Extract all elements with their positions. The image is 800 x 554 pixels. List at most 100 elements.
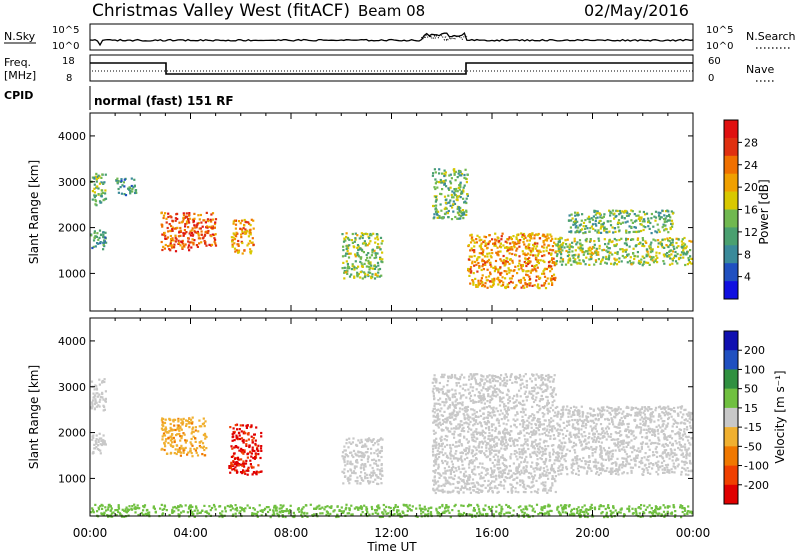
vel-echo-cell [466, 456, 469, 459]
power-echo-cell [187, 219, 190, 223]
power-echo-cell [576, 211, 579, 214]
power-echo-cell [508, 277, 512, 280]
vel-echo-cell [443, 484, 446, 487]
power-echo-region-0 [90, 229, 108, 251]
vel-echo-cell [443, 467, 446, 470]
power-echo-cell [436, 216, 439, 219]
power-echo-cell [555, 244, 558, 247]
vel-echo-cell [547, 376, 550, 379]
power-echo-cell [525, 247, 528, 250]
vel-echo-cell [248, 444, 251, 447]
vel-echo-cell [454, 392, 457, 395]
vel-echo-cell [540, 375, 543, 378]
power-echo-cell [366, 244, 369, 247]
power-echo-cell [181, 239, 184, 242]
power-echo-cell [130, 184, 133, 188]
vel-echo-cell [242, 460, 245, 463]
vel-echo-cell [505, 382, 508, 385]
vel-echo-cell [526, 419, 529, 422]
vel-echo-cell [432, 488, 435, 492]
power-echo-cell [474, 260, 477, 263]
vel-echo-cell [554, 437, 557, 440]
power-echo-cell [484, 261, 487, 264]
power-echo-cell [482, 240, 485, 244]
vel-echo-cell [513, 438, 516, 441]
vel-echo-cell [523, 392, 526, 395]
power-echo-cell [342, 261, 345, 264]
vel-echo-cell [516, 472, 519, 475]
vel-echo-cell [454, 486, 457, 489]
vel-echo-cell [676, 406, 680, 409]
vel-echo-cell [488, 387, 491, 390]
vel-echo-cell [467, 440, 470, 443]
vel-echo-cell [640, 457, 643, 460]
power-echo-cell [671, 250, 675, 253]
vel-echo-cell [500, 374, 503, 377]
vel-echo-cell [544, 449, 547, 452]
vel-echo-cell [443, 392, 446, 396]
vel-echo-cell [198, 419, 201, 422]
power-echo-cell [490, 285, 493, 288]
power-echo-cell [535, 257, 538, 260]
power-echo-cell [473, 264, 476, 267]
vel-echo-cell [188, 421, 191, 424]
vel-echo-cell [565, 453, 568, 456]
vel-echo-cell [526, 484, 529, 487]
vel-echo-cell [546, 387, 549, 390]
power-echo-cell [635, 214, 638, 217]
vel-echo-cell [553, 471, 556, 474]
vel-echo-cell [100, 439, 103, 442]
vel-echo-cell [473, 377, 476, 380]
power-echo-cell [551, 275, 554, 278]
vel-echo-cell [635, 414, 638, 417]
freq-tick-top: 18 [62, 56, 75, 67]
power-echo-cell [682, 249, 685, 252]
vel-echo-cell [245, 424, 248, 427]
vel-echo-cell [204, 434, 207, 437]
power-echo-cell [370, 234, 373, 237]
vel-echo-cell [645, 458, 648, 461]
vel-echo-cell [254, 456, 257, 459]
vel-echo-cell [493, 440, 496, 443]
power-echo-cell [164, 237, 167, 240]
vel-echo-cell [246, 453, 249, 456]
power-echo-cell [551, 283, 554, 286]
power-echo-cell [171, 229, 174, 232]
vel-echo-cell [477, 445, 480, 448]
vel-echo-cell [351, 441, 354, 444]
power-echo-cell [191, 227, 194, 230]
power-echo-cell [473, 254, 476, 258]
vel-echo-cell [448, 406, 451, 409]
vel-echo-cell [544, 489, 547, 492]
power-echo-cell [350, 239, 353, 242]
vel-echo-cell [532, 418, 535, 421]
power-echo-region-6 [341, 232, 384, 280]
power-echo-cell [672, 256, 675, 259]
power-echo-cell [481, 260, 484, 263]
power-echo-cell [567, 219, 571, 222]
vel-echo-cell [549, 406, 552, 409]
power-echo-cell [515, 237, 518, 241]
vel-echo-cell [491, 491, 494, 494]
vel-echo-cell [489, 450, 492, 453]
vel-echo-cell [477, 400, 480, 403]
vel-echo-cell [446, 416, 449, 419]
vel-echo-cell [435, 414, 439, 417]
vel-echo-cell [435, 481, 438, 484]
vel-echo-cell [542, 383, 545, 386]
power-echo-cell [584, 219, 587, 222]
power-echo-cell [438, 215, 441, 218]
vel-echo-cell [476, 487, 479, 490]
power-echo-cell [182, 242, 185, 245]
power-echo-cell [666, 209, 669, 212]
vel-echo-cell [365, 445, 368, 448]
power-echo-cell [379, 248, 382, 251]
power-echo-cell [204, 231, 207, 234]
vel-echo-cell [355, 443, 358, 446]
vel-echo-cell [490, 416, 493, 419]
vel-echo-cell [446, 461, 449, 464]
vel-echo-cell [533, 447, 536, 450]
power-echo-cell [458, 210, 461, 213]
vel-echo-cell [232, 427, 235, 430]
vel-echo-cell [525, 384, 529, 387]
